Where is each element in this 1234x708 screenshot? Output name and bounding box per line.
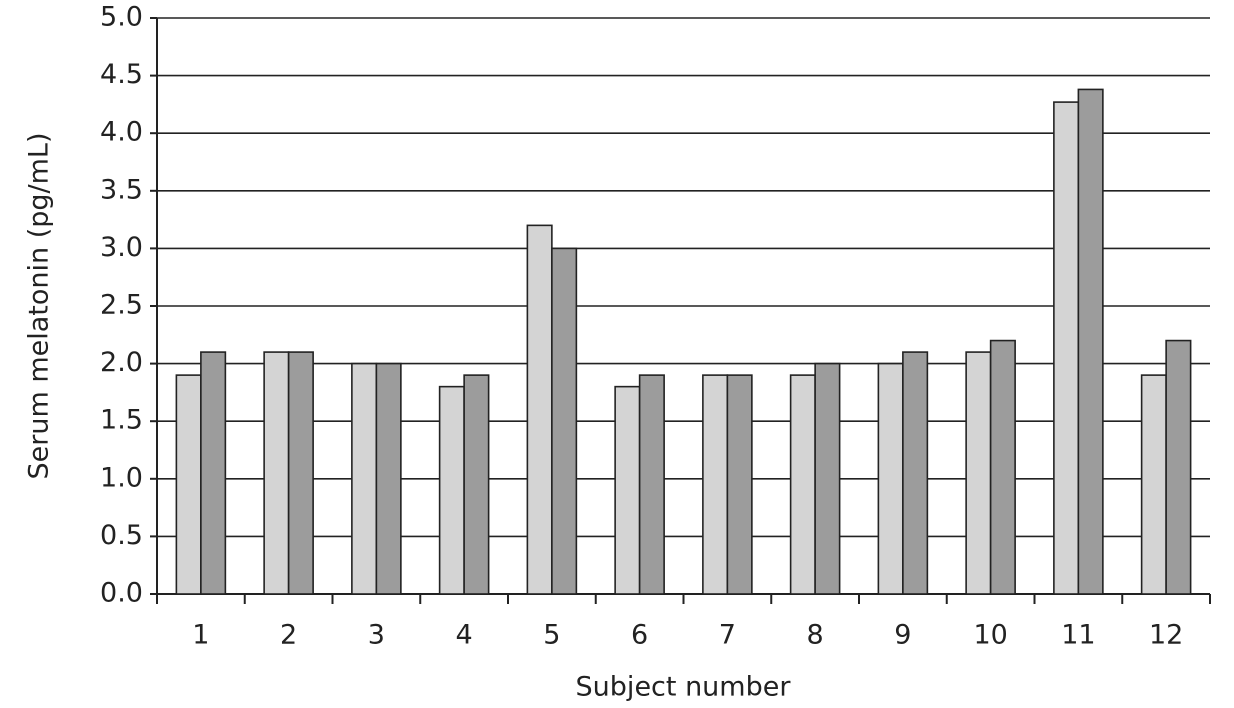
y-tick-label: 3.5 [100,174,143,205]
x-tick-label: 11 [1061,620,1095,651]
x-axis-label: Subject number [576,672,792,703]
bar [702,374,729,595]
x-tick-label: 3 [368,620,385,651]
y-tick-label: 4.0 [100,117,143,148]
x-tick-label: 9 [894,620,911,651]
bar [1053,101,1080,595]
y-tick-label: 0.5 [100,520,143,551]
bar [375,362,402,595]
bar [526,224,553,595]
bar [200,351,227,595]
bar [726,374,753,595]
bar [902,351,929,595]
bar [551,247,578,595]
x-tick-label: 2 [280,620,297,651]
bar [1140,374,1167,595]
bar [638,374,665,595]
x-tick-label: 8 [807,620,824,651]
bar [989,339,1016,595]
bar [814,362,841,595]
y-tick-label: 3.0 [100,232,143,263]
y-tick-label: 4.5 [100,59,143,90]
x-tick-label: 12 [1149,620,1183,651]
bar [789,374,816,595]
x-tick-label: 1 [192,620,209,651]
bar [438,385,465,595]
bar [463,374,490,595]
y-tick-label: 1.5 [100,405,143,436]
y-tick-label: 2.5 [100,290,143,321]
x-tick-label: 5 [543,620,560,651]
y-axis-label: Serum melatonin (pg/mL) [24,132,55,479]
bar [175,374,202,595]
x-tick-label: 4 [456,620,473,651]
y-tick-label: 0.0 [100,578,143,609]
x-tick-label: 7 [719,620,736,651]
bar [1077,88,1104,595]
bar [287,351,314,595]
bar [614,385,641,595]
bar [1165,339,1192,595]
y-tick-label: 1.0 [100,462,143,493]
x-tick-label: 6 [631,620,648,651]
bar [877,362,904,595]
y-tick-label: 5.0 [100,2,143,33]
bar [965,351,992,595]
bar [263,351,290,595]
bar [351,362,378,595]
x-tick-label: 10 [973,620,1007,651]
y-tick-label: 2.0 [100,347,143,378]
